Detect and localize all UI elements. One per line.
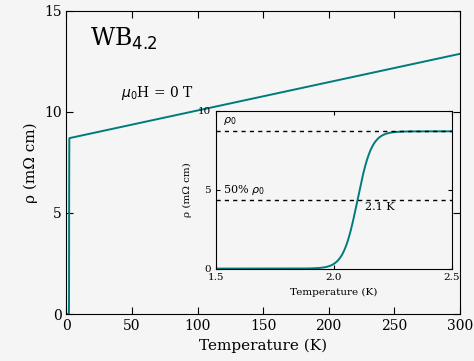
Text: WB$_{4.2}$: WB$_{4.2}$ <box>90 26 158 52</box>
Text: $\mu_0$H = 0 T: $\mu_0$H = 0 T <box>121 84 194 101</box>
X-axis label: Temperature (K): Temperature (K) <box>199 339 327 353</box>
Y-axis label: ρ (mΩ cm): ρ (mΩ cm) <box>24 122 38 203</box>
